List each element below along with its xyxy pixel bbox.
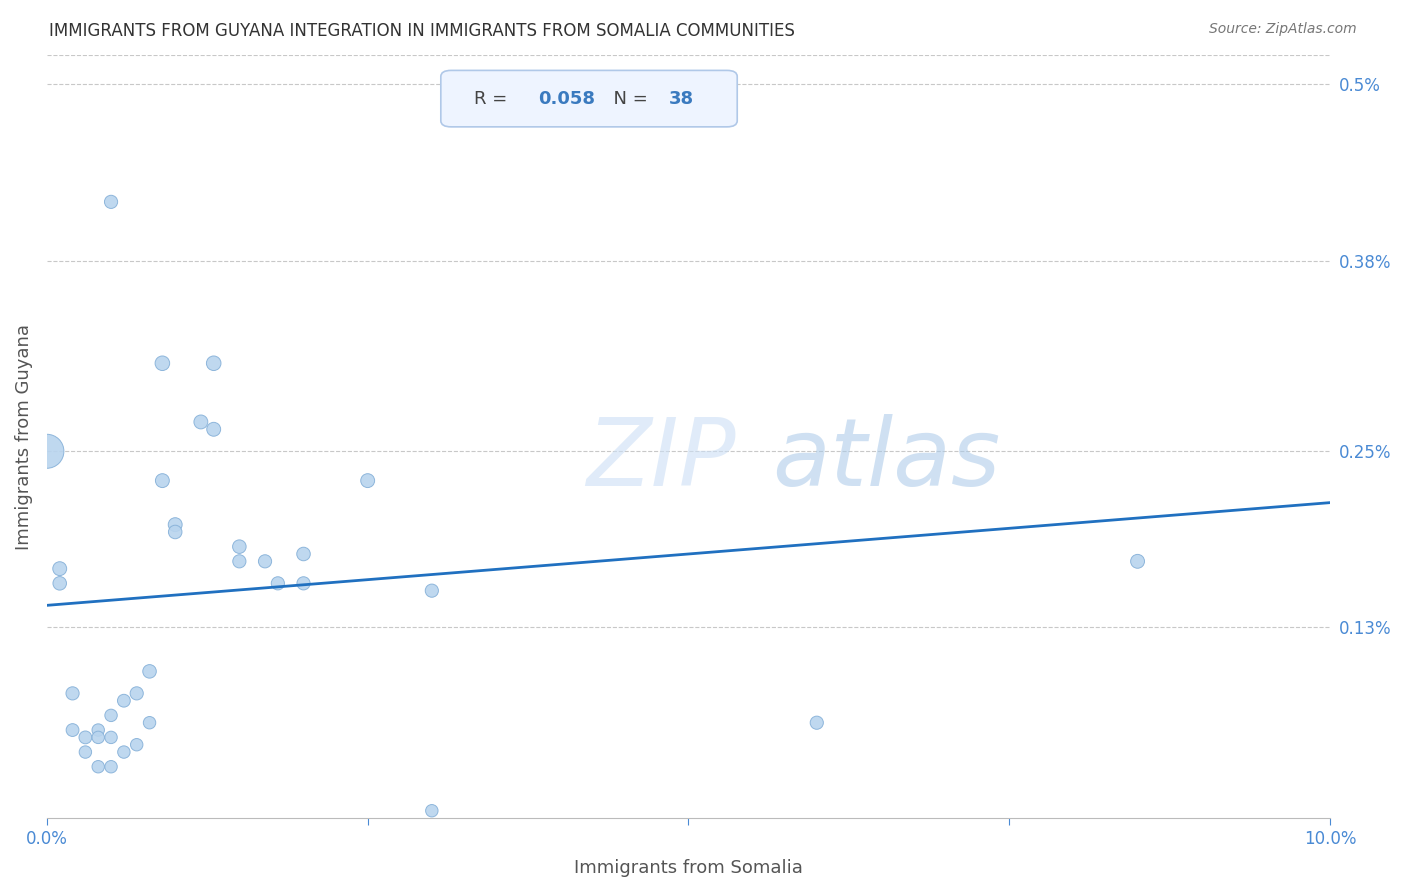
- Point: [62, 686, 84, 700]
- Point: [150, 474, 173, 488]
- FancyBboxPatch shape: [441, 70, 737, 127]
- Point: [165, 524, 187, 539]
- Point: [75, 745, 97, 759]
- X-axis label: Immigrants from Somalia: Immigrants from Somalia: [574, 859, 803, 877]
- Point: [100, 731, 122, 745]
- Point: [35, 444, 58, 458]
- Point: [202, 422, 225, 436]
- Point: [228, 554, 250, 568]
- Point: [75, 731, 97, 745]
- Point: [267, 576, 290, 591]
- Point: [112, 745, 135, 759]
- Point: [292, 547, 315, 561]
- Point: [420, 804, 443, 818]
- Point: [100, 760, 122, 774]
- Text: ZIP: ZIP: [586, 414, 735, 505]
- Point: [125, 686, 148, 700]
- Point: [190, 415, 212, 429]
- Point: [138, 715, 160, 730]
- Text: R =: R =: [474, 89, 513, 108]
- Point: [420, 583, 443, 598]
- Point: [228, 540, 250, 554]
- Point: [100, 194, 122, 209]
- Text: atlas: atlas: [772, 414, 1000, 505]
- Point: [1126, 554, 1149, 568]
- Text: N =: N =: [603, 89, 654, 108]
- Point: [48, 562, 70, 576]
- Point: [253, 554, 276, 568]
- Y-axis label: Immigrants from Guyana: Immigrants from Guyana: [15, 324, 32, 549]
- Point: [292, 576, 315, 591]
- Point: [87, 723, 110, 737]
- Point: [125, 738, 148, 752]
- Text: Source: ZipAtlas.com: Source: ZipAtlas.com: [1209, 22, 1357, 37]
- Point: [112, 694, 135, 708]
- Point: [87, 760, 110, 774]
- Text: IMMIGRANTS FROM GUYANA INTEGRATION IN IMMIGRANTS FROM SOMALIA COMMUNITIES: IMMIGRANTS FROM GUYANA INTEGRATION IN IM…: [49, 22, 794, 40]
- Point: [165, 517, 187, 532]
- Point: [48, 576, 70, 591]
- Point: [138, 665, 160, 679]
- Point: [100, 708, 122, 723]
- Point: [806, 715, 828, 730]
- Point: [202, 356, 225, 370]
- Point: [150, 356, 173, 370]
- Point: [87, 731, 110, 745]
- Text: 0.058: 0.058: [538, 89, 595, 108]
- Text: 38: 38: [669, 89, 695, 108]
- Point: [62, 723, 84, 737]
- Point: [357, 474, 380, 488]
